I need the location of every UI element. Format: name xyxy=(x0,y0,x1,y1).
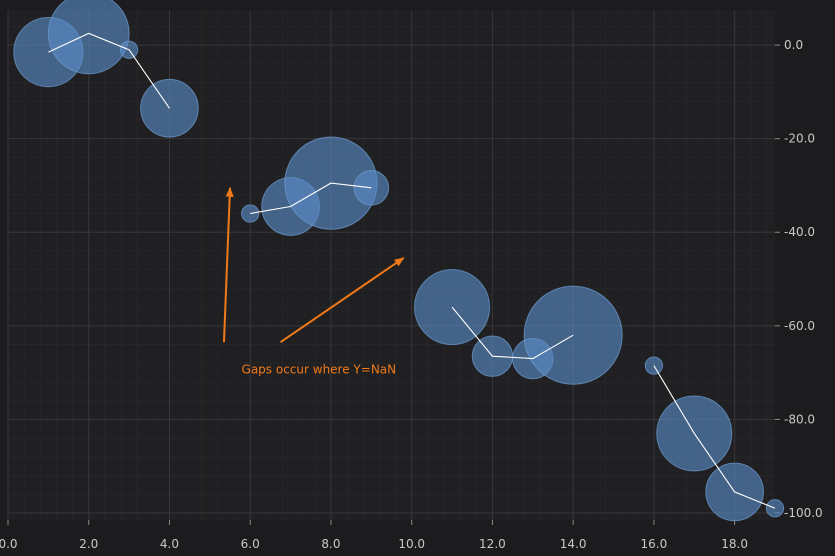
bubble-point xyxy=(644,356,664,375)
annotation-arrow xyxy=(279,257,405,344)
annotation-text: Gaps occur where Y=NaN xyxy=(242,363,397,377)
bubble-point xyxy=(765,499,785,518)
bubble-point xyxy=(353,169,390,206)
series-line-segment xyxy=(451,306,574,360)
x-tick-label: 8.0 xyxy=(321,537,340,551)
plot-area xyxy=(8,10,775,520)
x-tick-label: 2.0 xyxy=(79,537,98,551)
x-tick-label: 6.0 xyxy=(241,537,260,551)
bubble-point xyxy=(414,269,491,346)
y-tick-label: 0.0 xyxy=(784,38,803,52)
x-tick-label: 14.0 xyxy=(560,537,587,551)
bubble-point xyxy=(47,0,130,75)
x-tick-label: 12.0 xyxy=(479,537,506,551)
x-tick-label: 18.0 xyxy=(721,537,748,551)
x-tick-label: 0.0 xyxy=(0,537,18,551)
x-tick-label: 4.0 xyxy=(160,537,179,551)
x-tick-label: 16.0 xyxy=(641,537,668,551)
series-line-segment xyxy=(653,365,776,509)
series-line-segment xyxy=(250,182,372,215)
series-line-segment xyxy=(48,32,170,109)
y-tick-label: -100.0 xyxy=(784,506,823,520)
x-tick-label: 10.0 xyxy=(398,537,425,551)
y-tick-label: -20.0 xyxy=(784,132,815,146)
annotation-arrow xyxy=(222,186,234,343)
y-tick-label: -80.0 xyxy=(784,412,815,426)
y-tick-label: -40.0 xyxy=(784,225,815,239)
y-tick-label: -60.0 xyxy=(784,319,815,333)
